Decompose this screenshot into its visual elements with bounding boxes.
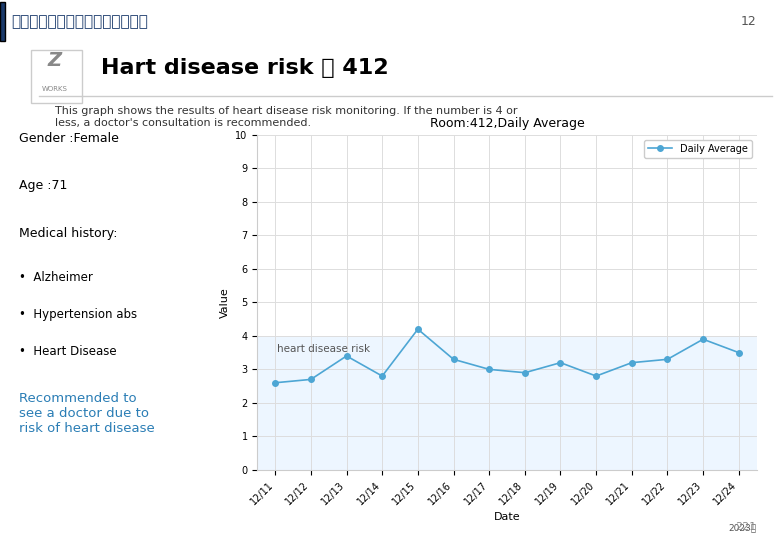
FancyBboxPatch shape	[0, 2, 5, 41]
Text: heart disease risk: heart disease risk	[277, 345, 370, 354]
X-axis label: Date: Date	[494, 512, 520, 522]
Text: 12: 12	[741, 15, 757, 28]
Daily Average	[698, 336, 707, 342]
Daily Average	[413, 326, 423, 333]
Text: Gender :Female: Gender :Female	[19, 132, 119, 145]
Title: Room:412,Daily Average: Room:412,Daily Average	[430, 117, 584, 130]
Daily Average	[520, 369, 530, 376]
Daily Average	[484, 366, 494, 373]
Text: 221: 221	[736, 522, 757, 531]
Daily Average	[271, 380, 280, 386]
Daily Average	[734, 349, 743, 356]
Text: •  Heart Disease: • Heart Disease	[19, 345, 116, 357]
Text: WORKS: WORKS	[41, 86, 68, 92]
Daily Average	[556, 360, 566, 366]
Daily Average	[591, 373, 601, 379]
Text: 施設向けセンサーデータレポート: 施設向けセンサーデータレポート	[12, 14, 148, 29]
Y-axis label: Value: Value	[220, 287, 230, 318]
Bar	[257, 336, 757, 470]
Text: Hart disease risk ： 412: Hart disease risk ： 412	[101, 58, 389, 78]
Text: Age :71: Age :71	[19, 179, 67, 192]
Daily Average	[342, 353, 351, 359]
Text: •  Alzheimer: • Alzheimer	[19, 271, 93, 284]
Text: This graph shows the results of heart disease risk monitoring. If the number is : This graph shows the results of heart di…	[55, 106, 517, 128]
Text: 2023年: 2023年	[729, 523, 757, 532]
Legend: Daily Average: Daily Average	[644, 140, 752, 158]
Daily Average	[378, 373, 387, 379]
Daily Average	[627, 360, 636, 366]
Daily Average	[307, 376, 316, 383]
Text: •  Hypertension abs: • Hypertension abs	[19, 308, 136, 321]
Line: Daily Average: Daily Average	[272, 326, 742, 386]
Daily Average	[663, 356, 672, 362]
Text: Z: Z	[48, 51, 62, 70]
Daily Average	[448, 356, 458, 362]
Text: Recommended to
see a doctor due to
risk of heart disease: Recommended to see a doctor due to risk …	[19, 393, 154, 435]
Text: Medical history:: Medical history:	[19, 227, 117, 240]
